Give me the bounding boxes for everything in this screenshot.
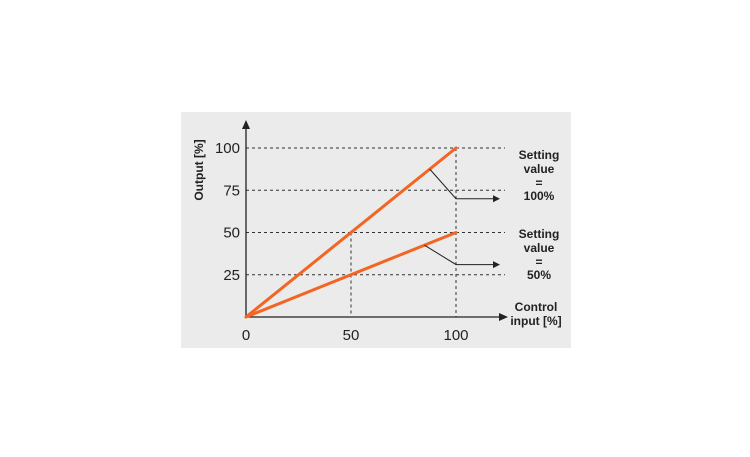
axes bbox=[242, 120, 508, 321]
annotation-leader-2 bbox=[424, 244, 494, 266]
annotation-arrow-2 bbox=[493, 261, 500, 269]
annotation-2-line-3: = bbox=[535, 255, 542, 269]
y-tick-label-75: 75 bbox=[223, 182, 240, 199]
reference-lines bbox=[246, 147, 505, 317]
y-axis-label: Output [%] bbox=[192, 139, 206, 200]
x-tick-label-100: 100 bbox=[443, 327, 468, 344]
annotation-leader-1 bbox=[429, 168, 494, 200]
x-tick-label-0: 0 bbox=[242, 327, 250, 344]
series-line-2 bbox=[244, 231, 458, 319]
annotation-2-line-1: Setting bbox=[519, 227, 560, 241]
y-tick-label-25: 25 bbox=[223, 267, 240, 284]
annotation-2-line-2: value bbox=[524, 241, 555, 255]
x-tick-label-50: 50 bbox=[343, 327, 360, 344]
x-axis-arrow bbox=[499, 313, 508, 321]
annotation-2-line-4: 50% bbox=[527, 268, 551, 282]
series bbox=[244, 146, 458, 319]
x-axis-label-line-1: Control bbox=[515, 300, 558, 314]
annotation-1-line-1: Setting bbox=[519, 148, 560, 162]
y-axis-arrow bbox=[242, 120, 250, 129]
annotation-1-line-4: 100% bbox=[524, 189, 555, 203]
annotation-arrow-1 bbox=[493, 195, 500, 203]
series-line-1 bbox=[244, 146, 458, 319]
annotation-1-line-2: value bbox=[524, 162, 555, 176]
annotation-1-line-3: = bbox=[535, 176, 542, 190]
y-tick-label-100: 100 bbox=[215, 140, 240, 157]
y-tick-label-50: 50 bbox=[223, 225, 240, 242]
x-axis-label-line-2: input [%] bbox=[510, 314, 561, 328]
